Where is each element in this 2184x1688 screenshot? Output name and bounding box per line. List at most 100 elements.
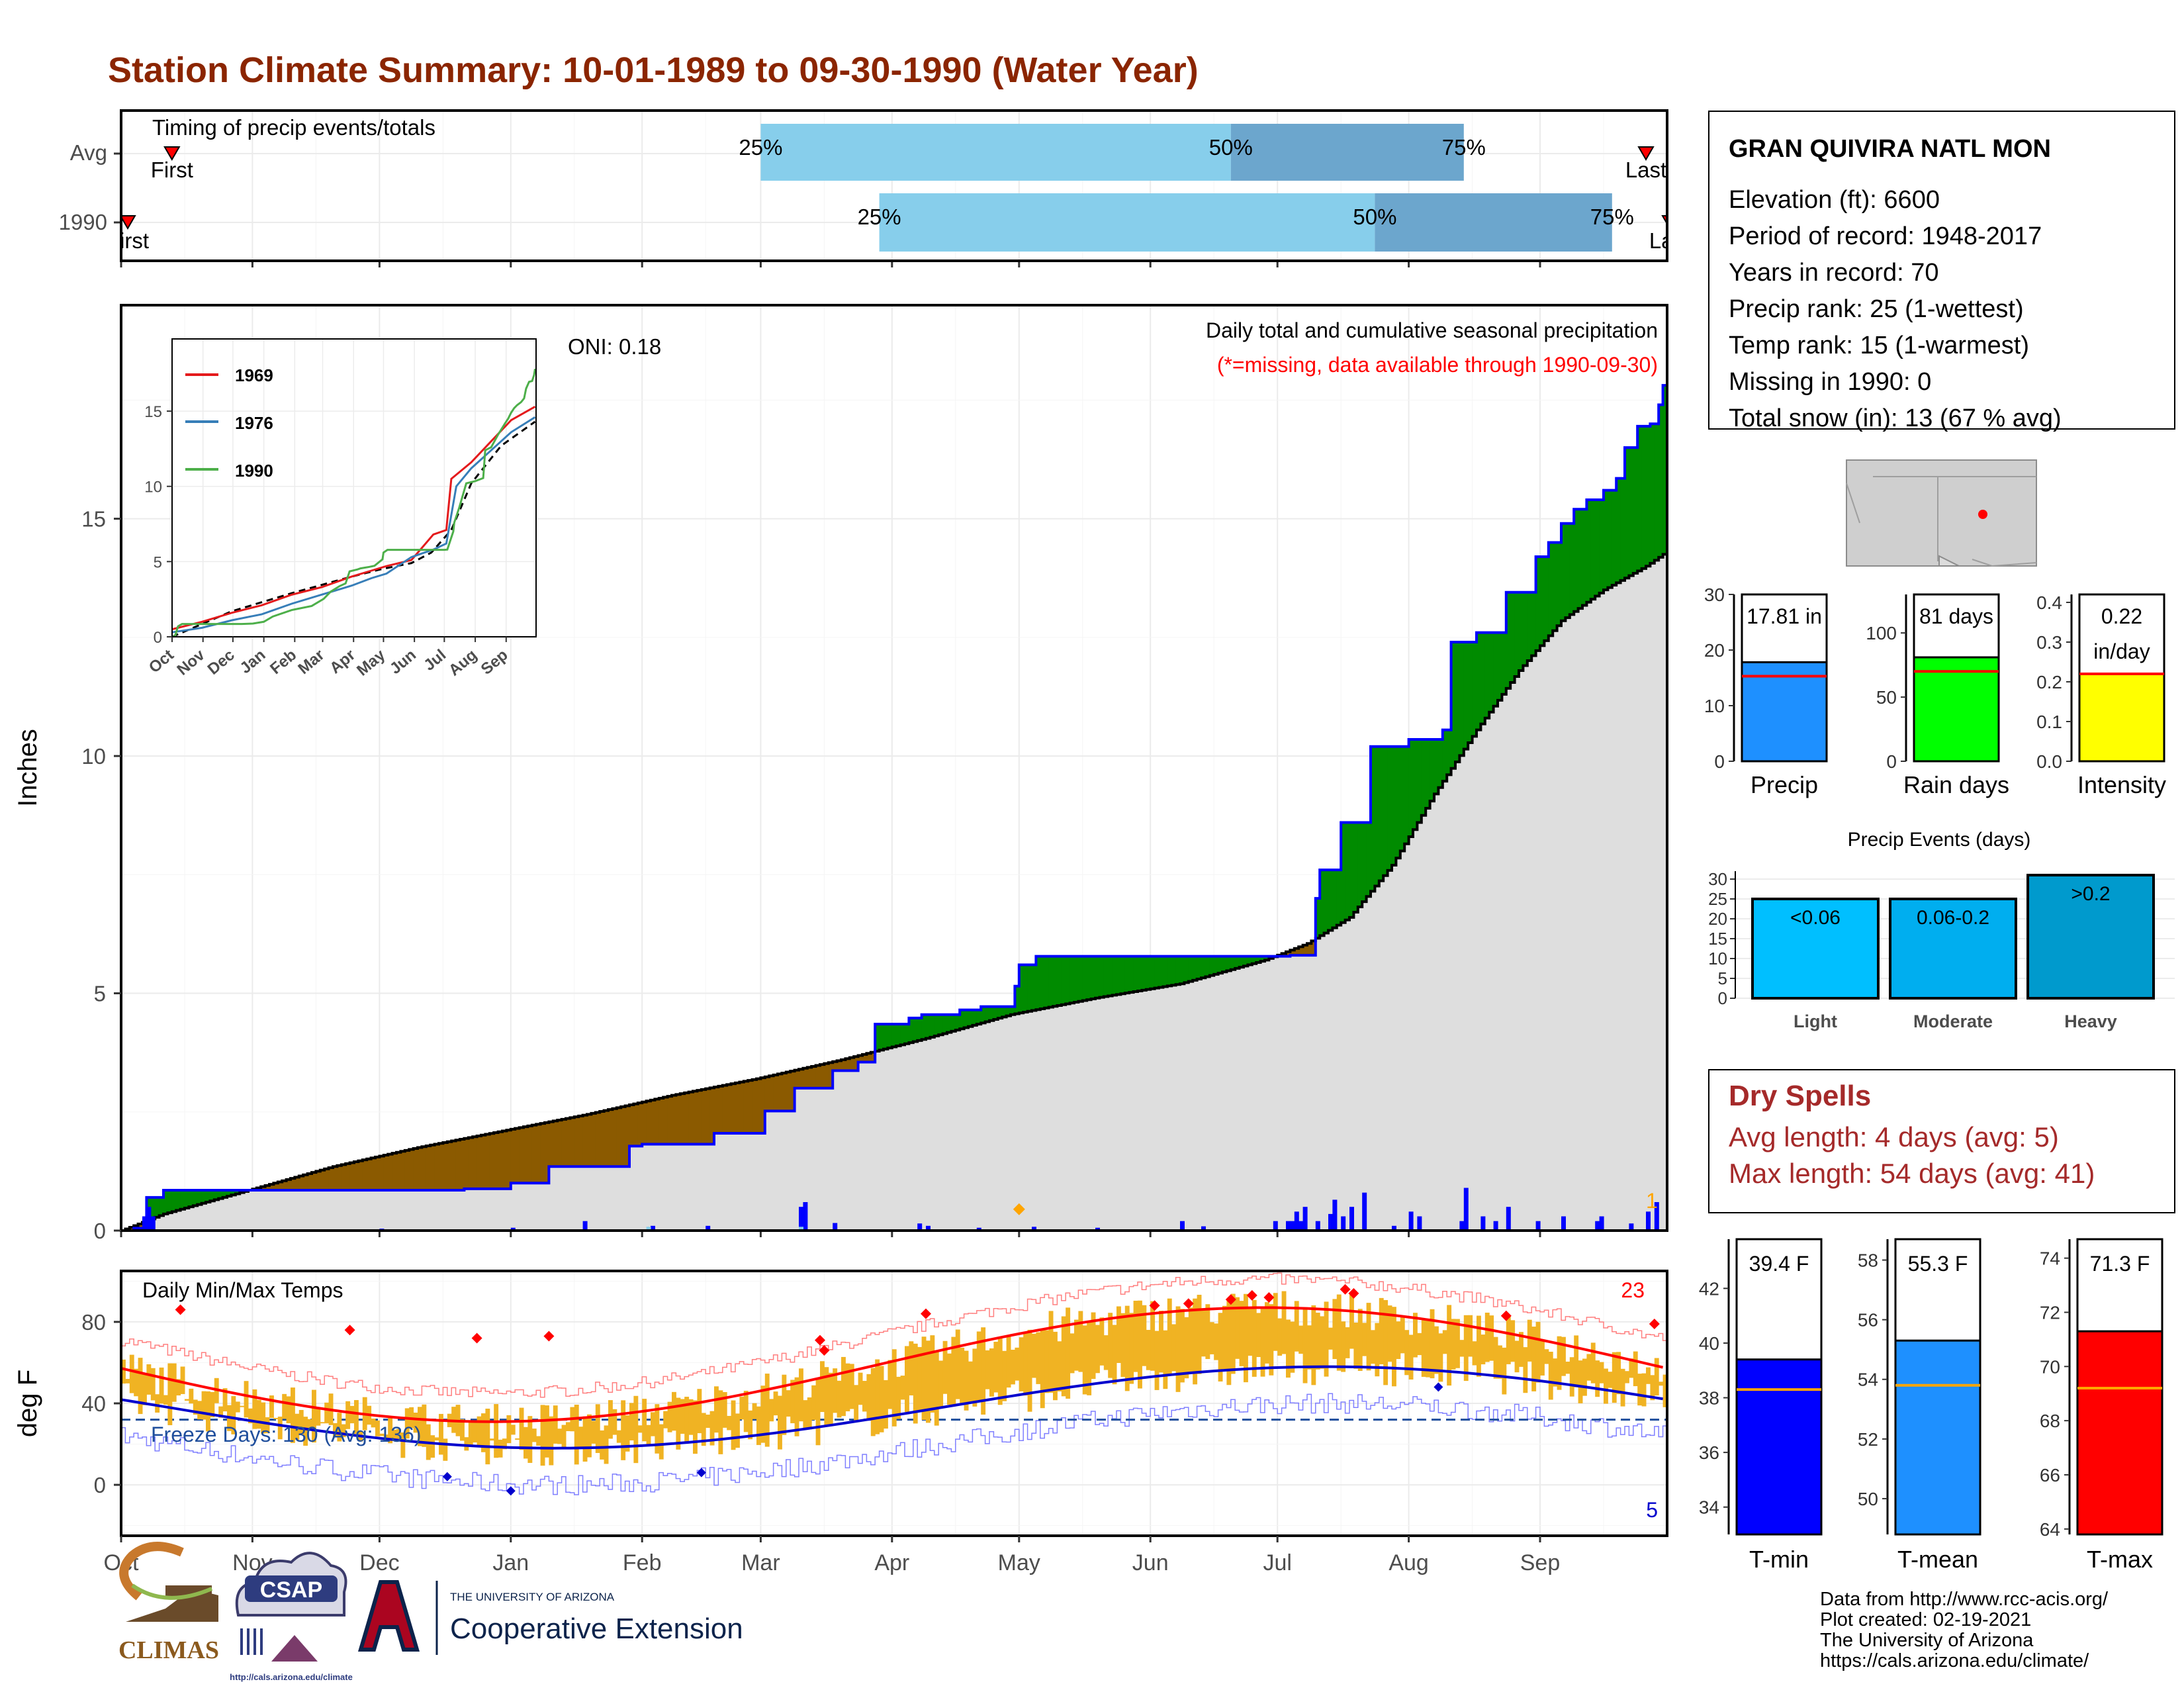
- surplus-strip: [972, 1009, 978, 1025]
- surplus-strip: [1514, 592, 1520, 677]
- daily-temp-bar: [735, 1413, 740, 1448]
- freeze-days: Freeze Days: 130 (Avg: 136): [151, 1423, 422, 1446]
- surplus-strip: [1023, 964, 1028, 1013]
- deficit-strip: [858, 1055, 863, 1062]
- locator-map: [1846, 459, 2037, 567]
- daily-temp-bar: [163, 1395, 168, 1405]
- surplus-strip: [1133, 956, 1138, 992]
- daily-temp-bar: [659, 1424, 664, 1460]
- daily-precip-bar: [1095, 1227, 1100, 1231]
- daily-temp-bar: [464, 1437, 469, 1451]
- tmean-ytick-label: 58: [1858, 1250, 1878, 1271]
- daily-temp-bar: [1629, 1358, 1634, 1378]
- daily-temp-bar: [549, 1416, 554, 1466]
- precip-label: Precip: [1751, 771, 1818, 798]
- daily-temp-bar: [1353, 1323, 1359, 1369]
- daily-temp-bar: [235, 1401, 240, 1413]
- daily-temp-bar: [1324, 1301, 1329, 1377]
- daily-temp-bar: [1417, 1333, 1422, 1356]
- daily-temp-bar: [714, 1386, 719, 1433]
- daily-temp-bar: [150, 1368, 156, 1401]
- precip-chart: 0 10 20 30 17.81 in Precip: [1704, 585, 1828, 798]
- daily-temp-bar: [917, 1346, 923, 1411]
- surplus-strip: [1235, 956, 1240, 968]
- daily-temp-bar: [155, 1394, 160, 1413]
- deficit-strip: [400, 1151, 406, 1191]
- deficit-strip: [485, 1134, 490, 1189]
- daily-temp-bar: [1315, 1313, 1320, 1370]
- surplus-strip: [1251, 956, 1257, 964]
- tmin-value-text: 39.4 F: [1749, 1252, 1809, 1276]
- surplus-strip: [1336, 870, 1342, 925]
- precip-ytick-label: 10: [81, 744, 106, 769]
- deficit-strip: [430, 1145, 435, 1191]
- daily-temp-bar: [1396, 1321, 1401, 1360]
- daily-temp-bar: [739, 1396, 745, 1420]
- daily-temp-bar: [1277, 1318, 1283, 1356]
- daily-precip-bar: [833, 1223, 838, 1231]
- daily-temp-bar: [1053, 1331, 1058, 1401]
- daily-temp-bar: [676, 1397, 681, 1450]
- daily-precip-bar: [146, 1207, 152, 1231]
- deficit-strip: [426, 1146, 431, 1191]
- daily-temp-bar: [1167, 1298, 1172, 1374]
- surplus-strip: [1408, 739, 1414, 837]
- daily-temp-bar: [303, 1417, 308, 1446]
- events-ytick-label: 10: [1708, 949, 1727, 968]
- events-bar-label: 0.06-0.2: [1917, 907, 1989, 929]
- events-bar-label: <0.06: [1790, 907, 1841, 929]
- surplus-strip: [1154, 956, 1160, 988]
- deficit-strip: [561, 1119, 567, 1167]
- events-xtick-label: Moderate: [1913, 1011, 1993, 1031]
- surplus-strip: [1608, 490, 1613, 588]
- daily-temp-bar: [1357, 1309, 1363, 1371]
- record-high-marker: [819, 1345, 830, 1356]
- timing-1990-q25-q50-bar: [879, 193, 1375, 252]
- daily-temp-bar: [1294, 1301, 1299, 1352]
- surplus-strip: [1413, 739, 1418, 830]
- deficit-strip: [697, 1090, 702, 1145]
- surplus-strip: [1590, 499, 1596, 600]
- daily-temp-bar: [905, 1346, 909, 1412]
- surplus-strip: [1353, 822, 1359, 912]
- surplus-strip: [1662, 385, 1667, 555]
- daily-precip-bar: [651, 1225, 655, 1231]
- events-bar-moderate: [1889, 898, 2017, 1000]
- surplus-strip: [955, 1014, 960, 1031]
- station-line-5: Temp rank: 15 (1-warmest): [1729, 332, 2029, 359]
- daily-temp-bar: [383, 1434, 388, 1438]
- daily-temp-bar: [460, 1419, 465, 1441]
- surplus-strip: [1019, 964, 1024, 1013]
- deficit-strip: [277, 1182, 283, 1191]
- daily-temp-bar: [981, 1327, 986, 1415]
- daily-temp-bar: [693, 1400, 698, 1454]
- surplus-strip: [1468, 642, 1473, 743]
- surplus-strip: [201, 1190, 206, 1203]
- deficit-strip: [837, 1060, 842, 1071]
- daily-temp-bar: [422, 1404, 427, 1447]
- surplus-strip: [1150, 956, 1156, 989]
- surplus-strip: [1226, 956, 1232, 971]
- record-low-marker: [506, 1486, 516, 1496]
- record-high-marker: [1649, 1319, 1660, 1329]
- daily-temp-bar: [1154, 1331, 1160, 1390]
- csap-logo: CSAP http://cals.arizona.edu/climate: [230, 1552, 353, 1682]
- daily-temp-bar: [1527, 1319, 1532, 1362]
- deficit-strip: [371, 1158, 376, 1191]
- surplus-strip: [1578, 509, 1583, 609]
- daily-temp-bar: [531, 1429, 537, 1442]
- avg-cumulative-line: [121, 553, 1667, 1231]
- month-label: Mar: [741, 1550, 780, 1575]
- raindays-chart: 0 50 100 81 days Rain days: [1866, 593, 2009, 798]
- surplus-strip: [1586, 499, 1592, 602]
- surplus-strip: [171, 1190, 177, 1212]
- daily-temp-bar: [972, 1348, 978, 1407]
- deficit-strip: [367, 1158, 372, 1191]
- surplus-strip: [1006, 1006, 1011, 1016]
- daily-temp-bar: [375, 1420, 380, 1436]
- daily-temp-bar: [1044, 1330, 1050, 1393]
- surplus-strip: [1171, 956, 1177, 986]
- surplus-strip: [1502, 632, 1507, 694]
- daily-precip-bar: [582, 1221, 588, 1231]
